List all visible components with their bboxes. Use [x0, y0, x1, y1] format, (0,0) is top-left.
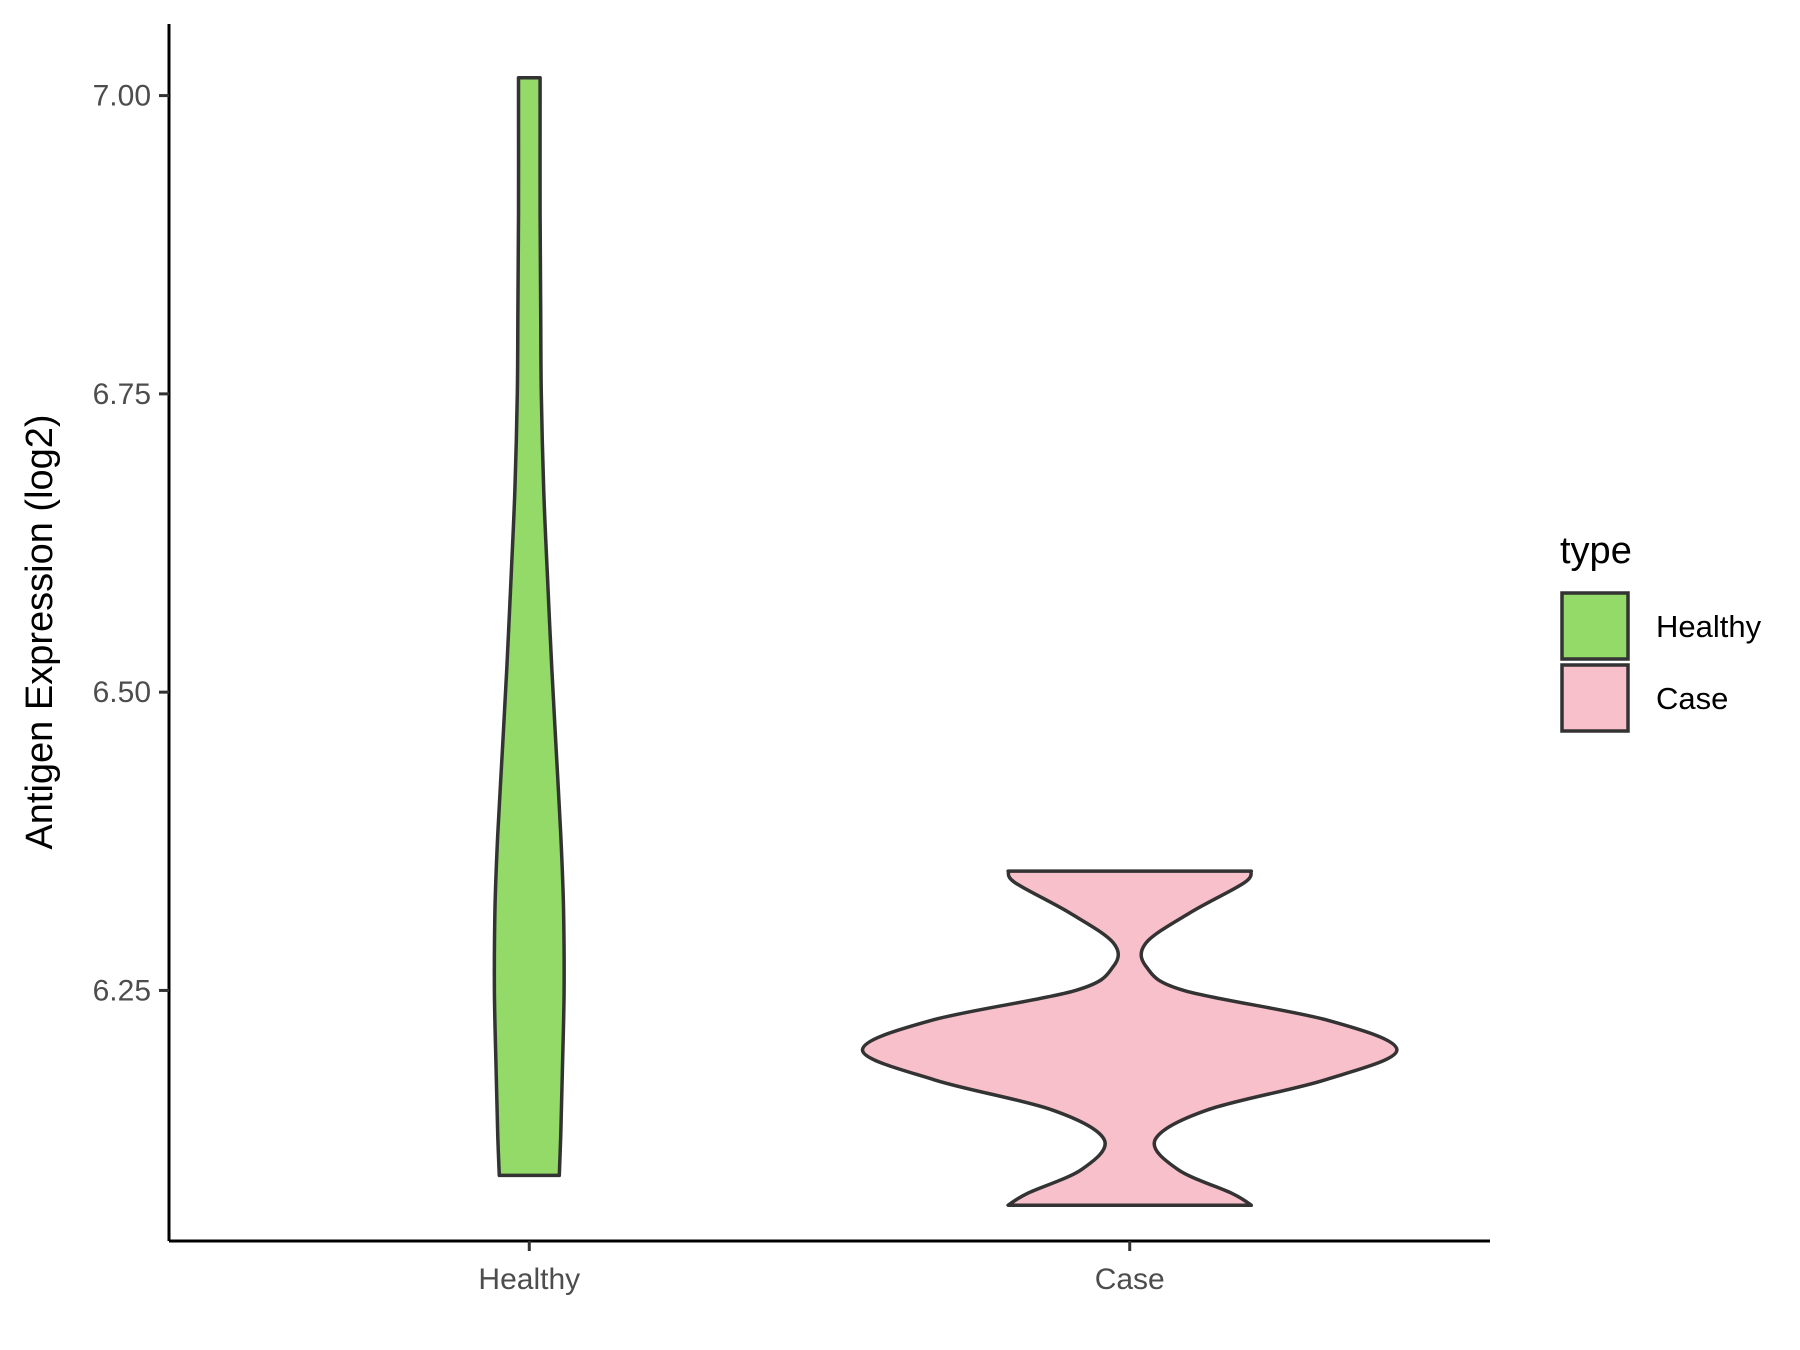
y-tick-label: 6.25 [93, 974, 151, 1007]
violins-layer [492, 75, 1399, 1207]
y-tick-label: 7.00 [93, 80, 151, 113]
legend-key-healthy [1560, 591, 1630, 661]
y-tick-label: 6.75 [93, 378, 151, 411]
y-tick-label: 6.50 [93, 676, 151, 709]
x-tick-label: Healthy [478, 1263, 580, 1296]
legend-label: Case [1656, 681, 1728, 716]
y-ticks: 6.25 6.50 6.75 7.00 [93, 80, 169, 1007]
x-tick-label: Case [1095, 1263, 1165, 1296]
legend-label: Healthy [1656, 609, 1762, 644]
x-ticks: Healthy Case [478, 1241, 1165, 1296]
legend-key-case [1560, 663, 1630, 733]
legend-title: type [1560, 530, 1632, 572]
violin-case [860, 869, 1399, 1207]
legend: Healthy Case [1560, 591, 1762, 733]
y-axis-title: Antigen Expression (log2) [19, 414, 61, 849]
violin-healthy [492, 75, 566, 1178]
